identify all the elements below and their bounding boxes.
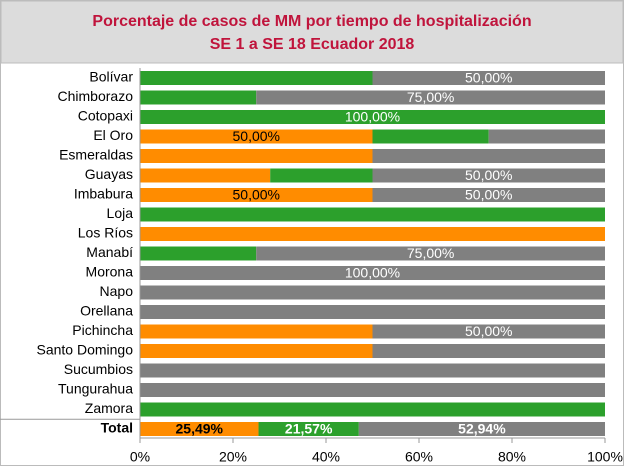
bar-segment (140, 149, 373, 163)
bar-segment (140, 168, 271, 183)
bar-segment (140, 285, 605, 300)
category-label: Orellana (80, 303, 133, 319)
category-label: Tungurahua (58, 381, 133, 397)
bar-segment (140, 266, 605, 280)
data-label: 50,00% (465, 187, 512, 203)
bar-segment (140, 305, 605, 319)
bar-segment (140, 383, 605, 397)
category-label: Bolívar (89, 69, 133, 85)
x-tick-label: 0% (130, 449, 150, 465)
bar-segment (140, 129, 373, 144)
category-label: Sucumbios (64, 361, 133, 377)
bar-segment (140, 207, 605, 222)
x-tick-label: 80% (498, 449, 526, 465)
category-label: Morona (86, 264, 134, 280)
bar-segment (140, 71, 373, 85)
data-label: 52,94% (458, 421, 506, 437)
bar-segment (358, 422, 605, 436)
category-label: Napo (100, 283, 134, 299)
bar-segment (372, 168, 605, 183)
category-label: Guayas (85, 166, 133, 182)
bar-segment (372, 129, 489, 144)
data-label: 50,00% (465, 167, 512, 183)
bar-segment (140, 227, 605, 241)
bar-segment (140, 90, 257, 105)
bar-segment (258, 422, 359, 436)
bar-segment (140, 188, 373, 202)
bar-segment (372, 324, 605, 339)
category-label: Zamora (85, 400, 133, 416)
bar-segment (372, 188, 605, 202)
category-label: El Oro (93, 127, 133, 143)
chart-subtitle: SE 1 a SE 18 Ecuador 2018 (210, 36, 415, 53)
bar-segment (140, 402, 605, 417)
bar-segment (140, 363, 605, 378)
chart-title: Porcentaje de casos de MM por tiempo de … (92, 13, 531, 30)
bar-segment (140, 110, 605, 124)
data-label: 75,00% (407, 89, 454, 105)
category-label: Esmeraldas (59, 147, 133, 163)
bar-segment (270, 168, 373, 183)
x-tick-label: 100% (587, 449, 623, 465)
data-label: 50,00% (465, 323, 512, 339)
category-label: Chimborazo (58, 88, 134, 104)
data-label: 100,00% (345, 265, 400, 281)
bar-segment (372, 149, 605, 163)
bar-segment (488, 129, 605, 144)
data-label: 21,57% (285, 421, 333, 437)
category-label: Los Ríos (78, 225, 133, 241)
category-label: Total (101, 420, 133, 436)
x-tick-label: 40% (312, 449, 340, 465)
bar-segment (140, 324, 373, 339)
category-label: Imbabura (74, 186, 133, 202)
category-label: Loja (107, 205, 134, 221)
data-label: 25,49% (176, 421, 224, 437)
x-tick-label: 20% (219, 449, 247, 465)
x-tick-label: 60% (405, 449, 433, 465)
data-label: 50,00% (233, 187, 280, 203)
bar-segment (256, 246, 605, 261)
data-label: 50,00% (233, 128, 280, 144)
data-label: 100,00% (345, 109, 400, 125)
bar-segment (372, 344, 605, 358)
category-label: Pichincha (72, 322, 133, 338)
category-label: Manabí (86, 244, 133, 260)
bar-segment (140, 422, 259, 436)
category-label: Cotopaxi (78, 108, 133, 124)
data-label: 50,00% (465, 70, 512, 86)
bar-segment (256, 90, 605, 105)
title-panel (0, 0, 624, 64)
bar-segment (372, 71, 605, 85)
category-label: Santo Domingo (36, 342, 133, 358)
data-label: 75,00% (407, 245, 454, 261)
bar-segment (140, 344, 373, 358)
bar-segment (140, 246, 257, 261)
